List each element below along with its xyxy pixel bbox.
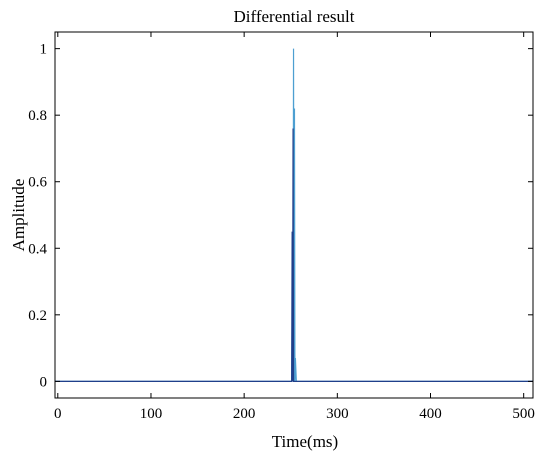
series-line-2	[55, 128, 533, 382]
x-axis: 0 100 200 300 400 500	[54, 32, 535, 422]
series-layer	[55, 48, 533, 382]
x-tick-label: 300	[326, 406, 349, 422]
y-tick-label: 1	[40, 42, 48, 58]
x-tick-label: 400	[419, 406, 442, 422]
x-tick-label: 100	[140, 406, 163, 422]
y-tick-label: 0	[40, 374, 48, 390]
chart-title: Differential result	[233, 7, 354, 26]
y-tick-label: 0.6	[28, 175, 47, 191]
x-tick-label: 500	[512, 406, 535, 422]
x-tick-label: 0	[54, 406, 62, 422]
y-tick-label: 0.8	[28, 108, 47, 124]
y-axis-label: Amplitude	[9, 179, 28, 252]
y-axis: 0 0.2 0.4 0.6 0.8 1	[28, 42, 533, 390]
x-tick-label: 200	[233, 406, 256, 422]
plot-frame	[54, 31, 534, 399]
y-tick-label: 0.4	[28, 241, 47, 257]
y-tick-label: 0.2	[28, 308, 47, 324]
x-axis-label: Time(ms)	[272, 432, 338, 451]
